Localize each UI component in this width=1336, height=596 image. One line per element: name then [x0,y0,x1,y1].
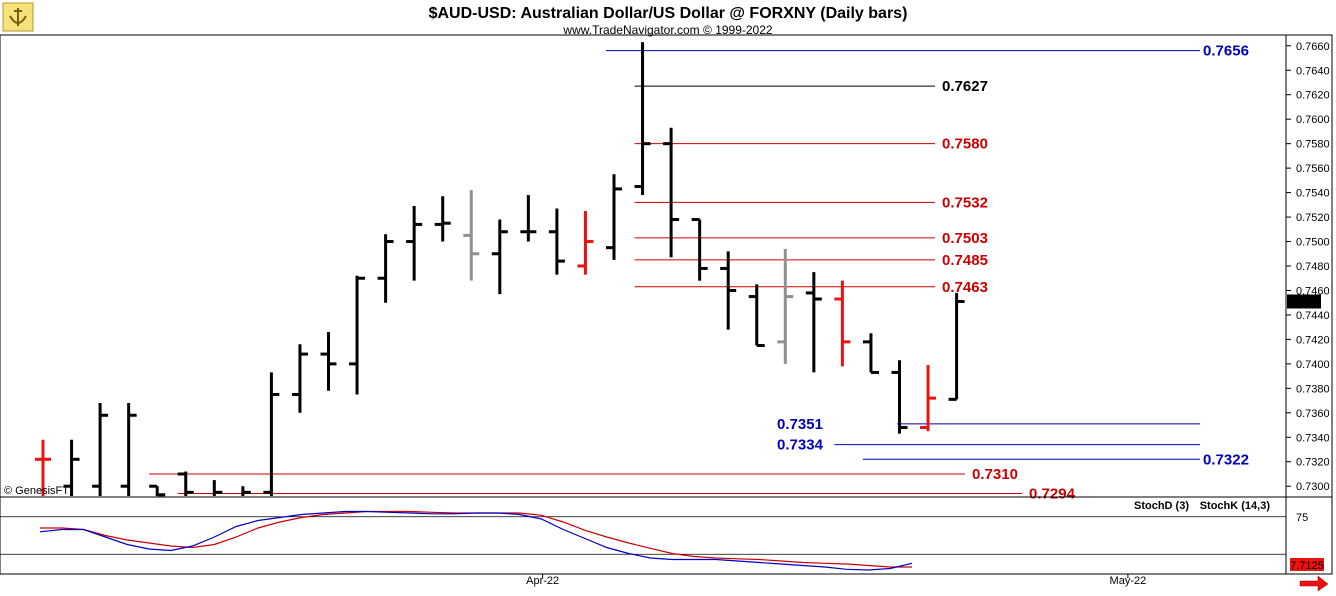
ohlc-bar [634,42,651,196]
ohlc-bar [320,332,337,391]
ohlc-bar [263,372,280,496]
y-tick-label: 0.7440 [1296,310,1330,322]
ohlc-bar [406,206,423,281]
x-tick-label: Apr-22 [526,575,559,587]
watermark: © GenesisFT [4,485,69,497]
y-tick-label: 0.7360 [1296,408,1330,420]
y-tick-label: 0.7620 [1296,90,1330,102]
legend-stochd: StochD (3) [1134,500,1189,512]
ohlc-bar [606,174,622,260]
level-label: 0.7485 [942,252,988,269]
ohlc-bar [748,284,765,348]
y-tick-label: 0.7380 [1296,383,1330,395]
last-price-badge: 0.7451 [1287,294,1321,309]
y-tick-label: 0.7640 [1296,65,1330,77]
indicator-panel [0,496,1287,575]
y-tick-label: 0.7520 [1296,212,1330,224]
legend-stochk: StochK (14,3) [1200,500,1271,512]
y-axis-ticks: 0.7660 0.7640 0.7620 0.7600 0.7580 0.7560 0.75… [1286,41,1330,493]
ohlc-bar [548,208,565,275]
indicator-last-badge: 7.7125 [1290,558,1324,572]
ohlc-bar [663,127,680,258]
ohlc-bar [92,403,109,496]
y-tick-label: 0.7560 [1296,163,1330,175]
ohlc-bar [291,344,308,413]
y-tick-label: 0.7540 [1296,188,1330,200]
y-tick-label: 0.7420 [1296,334,1330,346]
level-label: 0.7656 [1203,43,1249,60]
ohlc-bar [948,292,965,401]
level-label: 0.7334 [777,437,824,454]
ohlc-bar [212,480,223,496]
y-tick-label: 0.7660 [1296,41,1330,53]
ohlc-bar [777,248,794,364]
stochK-line [39,510,913,571]
level-label: 0.7503 [942,230,988,247]
ohlc-bar [349,275,366,395]
ohlc-bar [63,439,80,496]
x-axis-labels: Apr-22 May-22 [526,574,1146,587]
ohlc-bars [35,42,965,497]
level-label: 0.7532 [942,194,988,211]
stochastic-lines: 75 [0,510,1308,571]
level-label: 0.7580 [942,136,988,153]
level-label: 0.7463 [942,279,988,296]
y-tick-label: 0.7600 [1296,114,1330,126]
last-price-value: 0.7451 [1287,296,1321,308]
stochD-line [40,510,912,568]
ohlc-bar [120,403,137,496]
ohlc-bar [491,219,508,295]
ohlc-bar [720,251,737,330]
scroll-right-arrow-icon[interactable] [1299,575,1329,592]
page-title: $AUD-USD: Australian Dollar/US Dollar @ … [429,5,908,22]
y-tick-label: 0.7320 [1296,457,1330,469]
level-label: 0.7322 [1203,451,1249,468]
y-tick-label: 0.7400 [1296,359,1330,371]
ohlc-bar [862,333,879,374]
ohlc-bar [691,218,708,281]
y-tick-label: 0.7580 [1296,139,1330,151]
level-label: 0.7294 [1029,486,1076,503]
ohlc-bar [377,234,394,303]
ohlc-bar [35,439,51,496]
logo-icon [2,2,34,32]
level-label: 0.7351 [777,416,823,433]
ohlc-bar [434,196,451,242]
ohlc-bar [834,280,851,367]
y-tick-label: 0.7500 [1296,237,1330,249]
ohlc-bar [920,365,937,432]
page-subtitle: www.TradeNavigator.com © 1999-2022 [562,23,772,37]
ohlc-bar [577,210,594,275]
y-tick-label: 0.7460 [1296,285,1330,297]
ohlc-bar [463,190,480,281]
y-tick-label: 0.7300 [1296,481,1330,493]
level-label: 0.7627 [942,78,988,95]
indicator-y-tick-label: 75 [1296,512,1308,524]
indicator-last-value: 7.7125 [1290,560,1324,572]
ohlc-bar [805,272,822,373]
x-tick-label: May-22 [1110,575,1147,587]
ohlc-bar [520,195,537,242]
level-lines: 0.7656 0.7627 0.7580 0.7532 0.7503 0.7485 0.74… [149,43,1249,503]
ohlc-bar [177,471,194,496]
y-tick-label: 0.7340 [1296,432,1330,444]
y-tick-label: 0.7480 [1296,261,1330,273]
ohlc-bar [241,486,251,496]
ohlc-bar [149,484,166,497]
ohlc-bar [891,360,908,434]
level-label: 0.7310 [972,466,1018,483]
